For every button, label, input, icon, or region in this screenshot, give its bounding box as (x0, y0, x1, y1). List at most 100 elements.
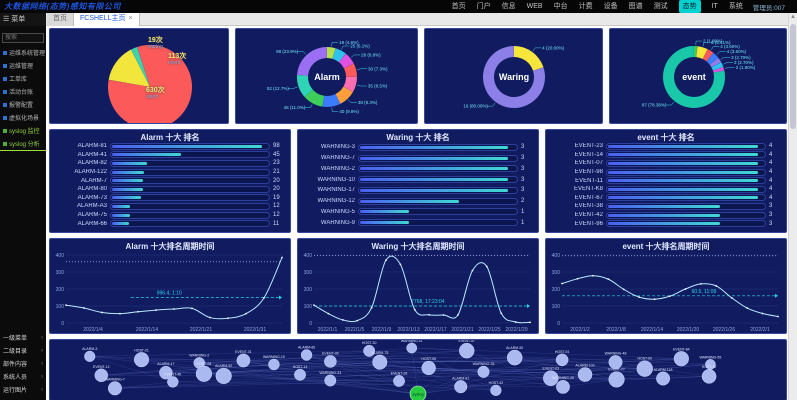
sidebar-item[interactable]: syslog 监控 (0, 124, 46, 137)
data-point[interactable] (356, 319, 359, 322)
network-node[interactable] (477, 365, 490, 378)
vertical-scrollbar[interactable]: ▲ (788, 13, 797, 400)
nav-item[interactable]: 图谱 (628, 3, 643, 10)
network-node[interactable] (454, 380, 468, 394)
data-point[interactable] (413, 308, 416, 311)
nav-item[interactable]: 系统 (728, 3, 743, 10)
pie-slice[interactable] (514, 46, 544, 71)
data-point[interactable] (83, 307, 85, 309)
pie-slice[interactable] (338, 53, 354, 69)
data-point[interactable] (119, 312, 121, 315)
sidebar-header[interactable]: ☰ 菜单 (0, 13, 46, 26)
data-point[interactable] (607, 278, 610, 281)
pie-slice[interactable] (711, 62, 724, 71)
data-point[interactable] (485, 265, 488, 268)
sidebar-bottom-item[interactable]: 一级菜单 › (0, 331, 46, 344)
network-node[interactable] (133, 352, 150, 368)
network-center-node[interactable] (409, 385, 427, 400)
network-node[interactable] (195, 365, 213, 382)
pie-slice[interactable] (702, 49, 714, 62)
data-point[interactable] (746, 307, 749, 309)
network-node[interactable] (490, 384, 502, 396)
pie-slice[interactable] (108, 45, 192, 123)
network-node[interactable] (324, 355, 337, 368)
close-tab-icon[interactable]: × (128, 15, 133, 22)
tab[interactable]: FCSHELL主页 × (74, 13, 140, 26)
data-point[interactable] (777, 315, 779, 318)
network-node[interactable] (555, 353, 569, 367)
network-node[interactable] (294, 368, 306, 381)
data-point[interactable] (191, 307, 193, 310)
data-point[interactable] (65, 304, 67, 307)
network-node[interactable] (236, 353, 251, 368)
data-point[interactable] (761, 312, 764, 315)
sidebar-bottom-item[interactable]: 二级目录 › (0, 344, 46, 357)
data-point[interactable] (313, 304, 315, 307)
network-node[interactable] (577, 367, 593, 382)
sidebar-bottom-item[interactable]: 部件内容 › (0, 357, 46, 370)
data-point[interactable] (669, 295, 671, 298)
pie-slice[interactable] (108, 49, 150, 87)
pie-slice[interactable] (706, 52, 719, 65)
data-point[interactable] (209, 316, 211, 319)
data-point[interactable] (514, 321, 517, 323)
network-node[interactable] (608, 371, 625, 388)
nav-item[interactable]: 首页 (451, 3, 466, 10)
nav-item[interactable]: 信息 (501, 3, 516, 10)
nav-item[interactable]: 门户 (476, 3, 491, 10)
pie-slice[interactable] (297, 75, 313, 97)
nav-item[interactable]: 计费 (578, 3, 593, 10)
pie-slice[interactable] (297, 47, 327, 76)
data-point[interactable] (638, 296, 641, 299)
sidebar-item[interactable]: syslog 分析 (0, 137, 46, 151)
network-node[interactable] (268, 358, 280, 371)
network-node[interactable] (636, 360, 653, 377)
scrollbar-thumb[interactable] (790, 24, 796, 129)
data-point[interactable] (457, 313, 459, 316)
data-point[interactable] (684, 288, 687, 290)
tab[interactable]: 首页 (47, 13, 74, 26)
data-point[interactable] (173, 308, 175, 310)
data-point[interactable] (281, 256, 283, 259)
data-point[interactable] (576, 277, 579, 280)
sidebar-item[interactable]: 运维系统管理 (0, 46, 46, 59)
pie-slice[interactable] (696, 46, 708, 59)
pie-slice[interactable] (131, 47, 150, 87)
network-node[interactable] (324, 374, 337, 387)
network-node[interactable] (94, 368, 109, 383)
data-point[interactable] (653, 298, 656, 301)
network-node[interactable] (406, 342, 418, 354)
pie-slice[interactable] (712, 67, 725, 73)
data-point[interactable] (385, 259, 387, 261)
network-node[interactable] (363, 344, 376, 357)
nav-item[interactable]: 态势 (678, 0, 701, 13)
search-input[interactable] (2, 33, 44, 43)
sidebar-item[interactable]: 工单库 (0, 72, 46, 85)
pie-slice[interactable] (343, 76, 357, 93)
data-point[interactable] (341, 319, 344, 321)
pie-slice[interactable] (322, 94, 341, 107)
network-node[interactable] (673, 351, 689, 367)
sidebar-bottom-item[interactable]: 系统人员 › (0, 370, 46, 383)
network-node[interactable] (506, 349, 523, 366)
data-point[interactable] (155, 309, 157, 311)
data-point[interactable] (399, 263, 402, 266)
data-point[interactable] (442, 314, 445, 316)
network-node[interactable] (656, 371, 671, 386)
pie-slice[interactable] (663, 46, 725, 108)
data-point[interactable] (500, 312, 503, 315)
pie-slice[interactable] (483, 46, 545, 108)
network-node[interactable] (393, 375, 405, 387)
data-point[interactable] (622, 288, 625, 291)
sidebar-bottom-item[interactable]: 运行图片 › (0, 383, 46, 396)
nav-item[interactable]: WEB (526, 3, 543, 10)
data-point[interactable] (591, 274, 594, 277)
network-node[interactable] (608, 355, 623, 370)
data-point[interactable] (471, 269, 474, 272)
user-info[interactable]: 管理员:007 (752, 4, 785, 12)
data-point[interactable] (245, 312, 247, 315)
pie-slice[interactable] (304, 89, 325, 107)
network-node[interactable] (300, 349, 313, 361)
data-point[interactable] (529, 321, 531, 324)
data-point[interactable] (263, 296, 265, 299)
